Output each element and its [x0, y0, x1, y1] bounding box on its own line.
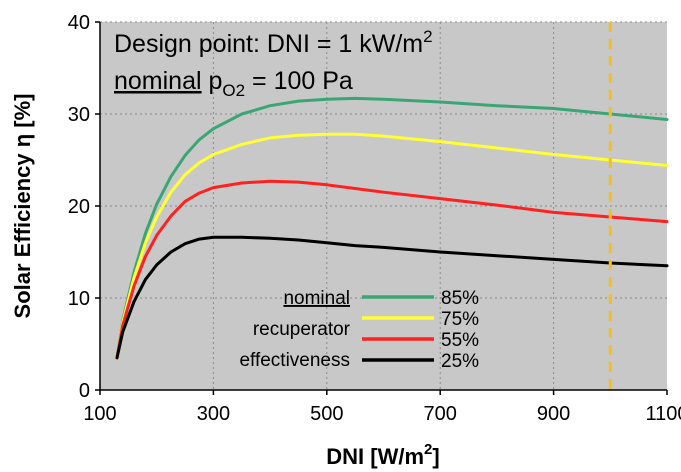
y-axis-title: Solar Efficiency η [%]: [10, 94, 35, 319]
series-line-75pct: [115, 132, 669, 360]
x-tick-label-300: 300: [197, 403, 230, 425]
y-tick-label-40: 40: [68, 12, 90, 34]
x-tick-label-700: 700: [424, 403, 457, 425]
x-tick-label-100: 100: [83, 403, 116, 425]
series-line-55pct: [115, 179, 669, 360]
y-tick-label-10: 10: [68, 288, 90, 310]
series-line-25pct: [115, 235, 669, 360]
series-line-85pct: [115, 96, 669, 360]
x-tick-label-500: 500: [310, 403, 343, 425]
grid-lines: [100, 21, 667, 390]
legend-label-55pct: 55%: [441, 330, 479, 351]
legend-title-recuperator: recuperator: [253, 319, 351, 340]
y-tick-label-20: 20: [68, 196, 90, 218]
legend: 85%75%55%25%: [362, 288, 479, 372]
plot-area: [100, 22, 667, 390]
legend-title-effectiveness: effectiveness: [239, 350, 350, 371]
x-axis-title: DNI [W/m2]: [326, 441, 439, 469]
y-axis-ticks: 0 10 20 30 40: [68, 12, 100, 402]
y-tick-label-30: 30: [68, 104, 90, 126]
legend-label-85pct: 85%: [441, 288, 479, 309]
y-tick-label-0: 0: [79, 380, 90, 402]
series-lines: [115, 22, 669, 390]
design-point-annotation: Design point: DNI = 1 kW/m2: [114, 27, 433, 58]
legend-title-nominal: nominal: [283, 288, 350, 309]
nominal-pressure-annotation: nominal pO2 = 100 Pa: [114, 67, 353, 100]
legend-label-25pct: 25%: [441, 351, 479, 372]
legend-label-75pct: 75%: [441, 309, 479, 330]
x-tick-label-900: 900: [537, 403, 570, 425]
